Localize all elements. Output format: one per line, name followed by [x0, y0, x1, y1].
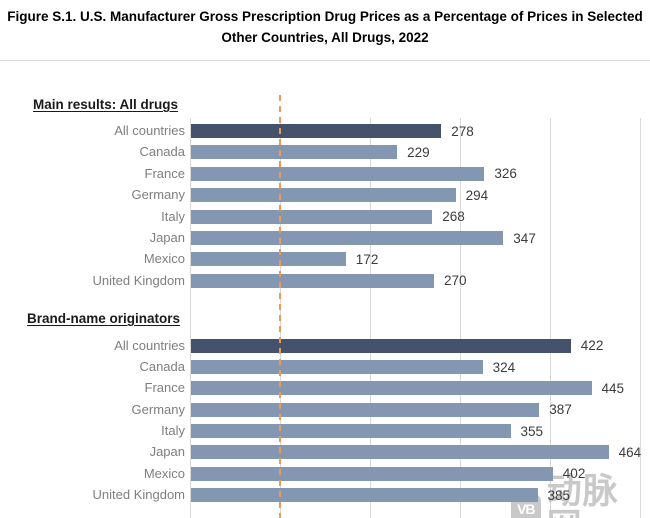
category-label: Germany	[131, 401, 185, 417]
value-label: 385	[547, 487, 571, 503]
category-label: Japan	[149, 444, 185, 460]
value-label: 229	[407, 144, 430, 160]
category-label: France	[144, 165, 185, 181]
bar	[191, 209, 433, 224]
bar	[191, 231, 504, 245]
value-label: 270	[444, 273, 467, 289]
category-label: Italy	[161, 423, 185, 439]
bar	[191, 273, 434, 288]
vertical-gridline	[550, 118, 551, 518]
value-label: 294	[465, 187, 489, 203]
category-label: Canada	[139, 144, 185, 160]
vertical-gridline	[640, 118, 641, 518]
bar	[191, 124, 442, 138]
bar	[191, 188, 456, 203]
value-label: 326	[494, 166, 517, 182]
reference-line-100pct	[279, 95, 281, 518]
bar	[191, 488, 538, 502]
category-label: Japan	[149, 230, 185, 245]
vertical-gridline	[190, 118, 191, 518]
category-label: All countries	[114, 337, 185, 353]
value-label: 445	[601, 380, 625, 396]
value-label: 324	[492, 359, 516, 375]
bar	[191, 402, 540, 417]
vertical-gridline	[460, 118, 461, 518]
category-label: Germany	[131, 187, 185, 203]
section-title: Main results: All drugs	[33, 97, 179, 112]
category-label: United Kingdom	[92, 272, 186, 288]
category-label: All countries	[114, 123, 185, 138]
bar	[191, 145, 398, 160]
category-label: Canada	[139, 359, 185, 375]
value-label: 268	[442, 209, 465, 225]
value-label: 172	[355, 251, 379, 267]
bar	[191, 381, 592, 396]
bar	[191, 466, 553, 481]
category-label: Mexico	[143, 251, 185, 267]
category-label: Italy	[161, 208, 185, 224]
value-label: 347	[513, 230, 536, 246]
category-label: United Kingdom	[92, 487, 186, 502]
value-label: 387	[549, 402, 572, 418]
value-label: 464	[618, 444, 642, 460]
section-title: Brand-name originators	[27, 311, 181, 326]
bar	[191, 424, 511, 439]
category-label: Mexico	[143, 465, 185, 481]
figure-title: Figure S.1. U.S. Manufacturer Gross Pres…	[7, 9, 643, 45]
vertical-gridline	[370, 118, 371, 518]
bar	[191, 252, 346, 267]
value-label: 355	[520, 423, 544, 439]
value-label: 278	[451, 123, 474, 139]
watermark: VB 动脉网	[511, 474, 650, 518]
value-label: 402	[562, 466, 586, 482]
bar	[191, 338, 571, 353]
bar	[191, 360, 483, 375]
bar	[191, 445, 609, 460]
bar	[191, 166, 485, 181]
category-label: France	[144, 380, 185, 396]
value-label: 422	[580, 338, 604, 354]
title-divider-line	[0, 60, 650, 61]
watermark-text: 动脉网	[546, 472, 619, 518]
